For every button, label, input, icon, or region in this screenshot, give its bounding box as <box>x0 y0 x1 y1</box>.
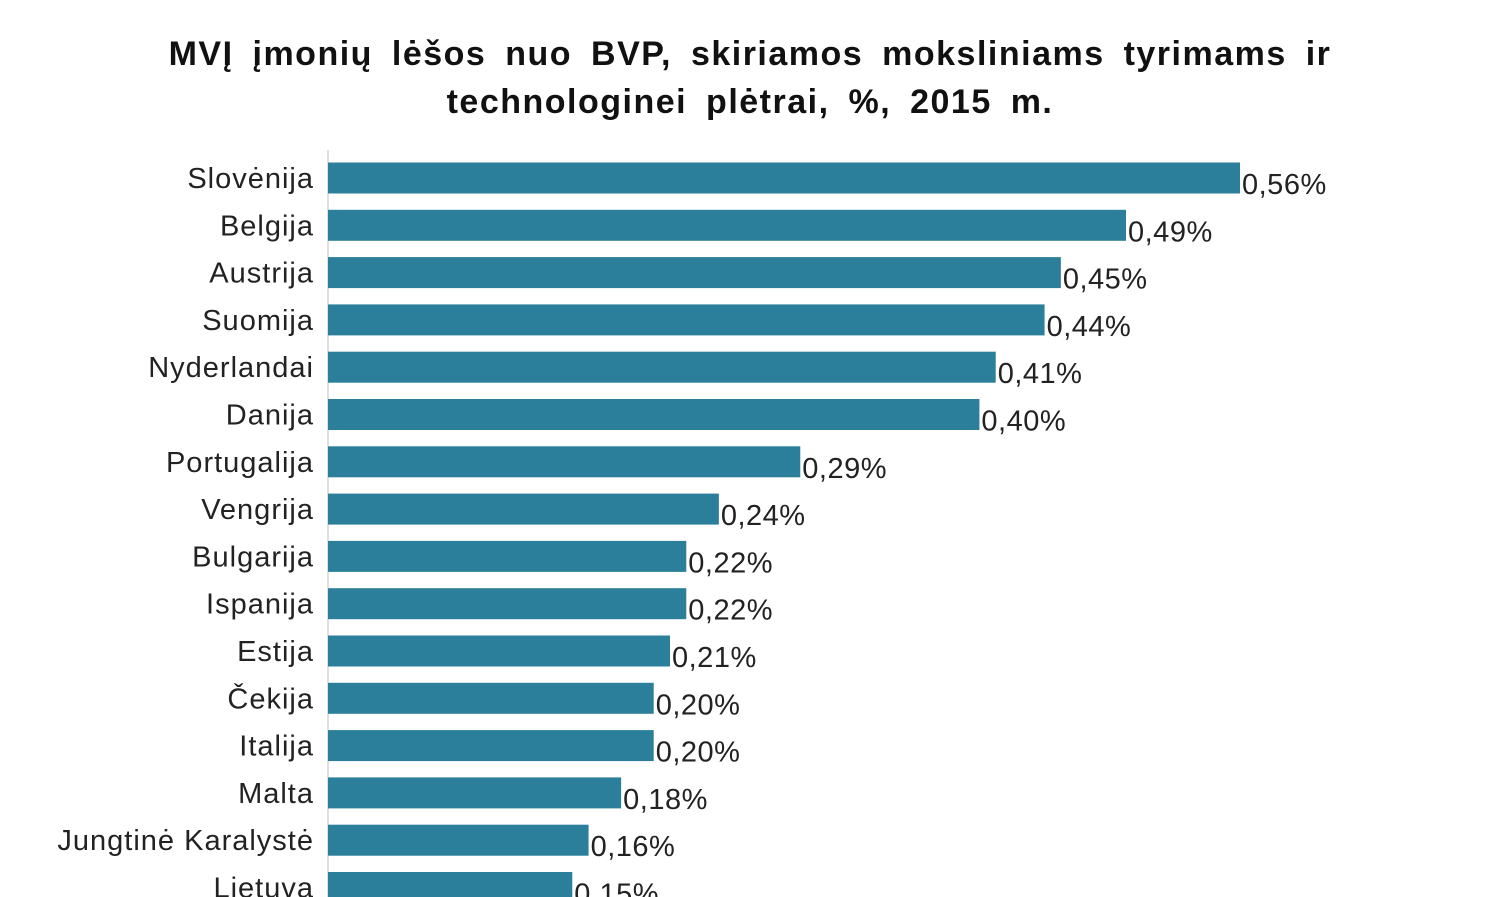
value-label: 0,49% <box>1128 216 1213 248</box>
bar <box>328 493 719 525</box>
bar <box>328 730 654 762</box>
value-label: 0,15% <box>574 879 659 897</box>
category-label: Italija <box>239 731 314 763</box>
category-label: Lietuva <box>213 873 314 897</box>
category-label: Belgija <box>220 210 314 242</box>
value-label: 0,20% <box>656 737 741 769</box>
bar <box>328 872 573 897</box>
category-label: Malta <box>238 778 314 810</box>
bar <box>328 257 1061 289</box>
value-label: 0,22% <box>688 595 773 627</box>
value-label: 0,44% <box>1047 311 1132 343</box>
bar <box>328 351 996 383</box>
category-label: Slovėnija <box>187 163 314 195</box>
category-label: Austrija <box>209 258 314 290</box>
value-label: 0,24% <box>721 500 806 532</box>
value-label: 0,21% <box>672 642 757 674</box>
bar <box>328 682 654 714</box>
bar <box>328 399 980 430</box>
category-label: Suomija <box>202 305 314 337</box>
bar <box>328 588 687 620</box>
value-label: 0,22% <box>688 547 773 579</box>
value-label: 0,29% <box>802 453 887 485</box>
bar <box>328 540 687 572</box>
chart-title: MVĮ įmonių lėšos nuo BVP, skiriamos moks… <box>168 35 1332 121</box>
value-label: 0,45% <box>1063 264 1148 296</box>
bar <box>328 209 1126 241</box>
category-label: Jungtinė Karalystė <box>57 825 314 857</box>
value-label: 0,16% <box>591 831 676 863</box>
category-label: Vengrija <box>201 494 314 526</box>
bars-group <box>328 162 1240 897</box>
category-label: Čekija <box>227 681 314 715</box>
category-label: Estija <box>237 636 314 668</box>
value-label: 0,18% <box>623 784 708 816</box>
value-labels-group: 0,56% 0,49% 0,45% 0,44% 0,41% 0,40% 0,29% 0,24%… <box>574 169 1326 897</box>
bar <box>328 824 589 856</box>
category-label: Portugalija <box>166 447 314 479</box>
value-label: 0,56% <box>1242 169 1327 201</box>
bar <box>328 446 801 478</box>
category-label: Nyderlandai <box>148 352 314 384</box>
bar <box>328 635 670 667</box>
value-label: 0,40% <box>981 406 1066 438</box>
bar <box>328 162 1240 194</box>
category-label: Danija <box>226 400 314 432</box>
category-labels-group: Slovėnija Belgija Austrija Suomija Nyderland… <box>57 163 314 897</box>
value-label: 0,41% <box>998 358 1083 390</box>
category-label: Ispanija <box>206 589 314 621</box>
bar <box>328 777 622 809</box>
value-label: 0,20% <box>656 689 741 721</box>
bar <box>328 304 1045 336</box>
category-label: Bulgarija <box>192 541 314 573</box>
